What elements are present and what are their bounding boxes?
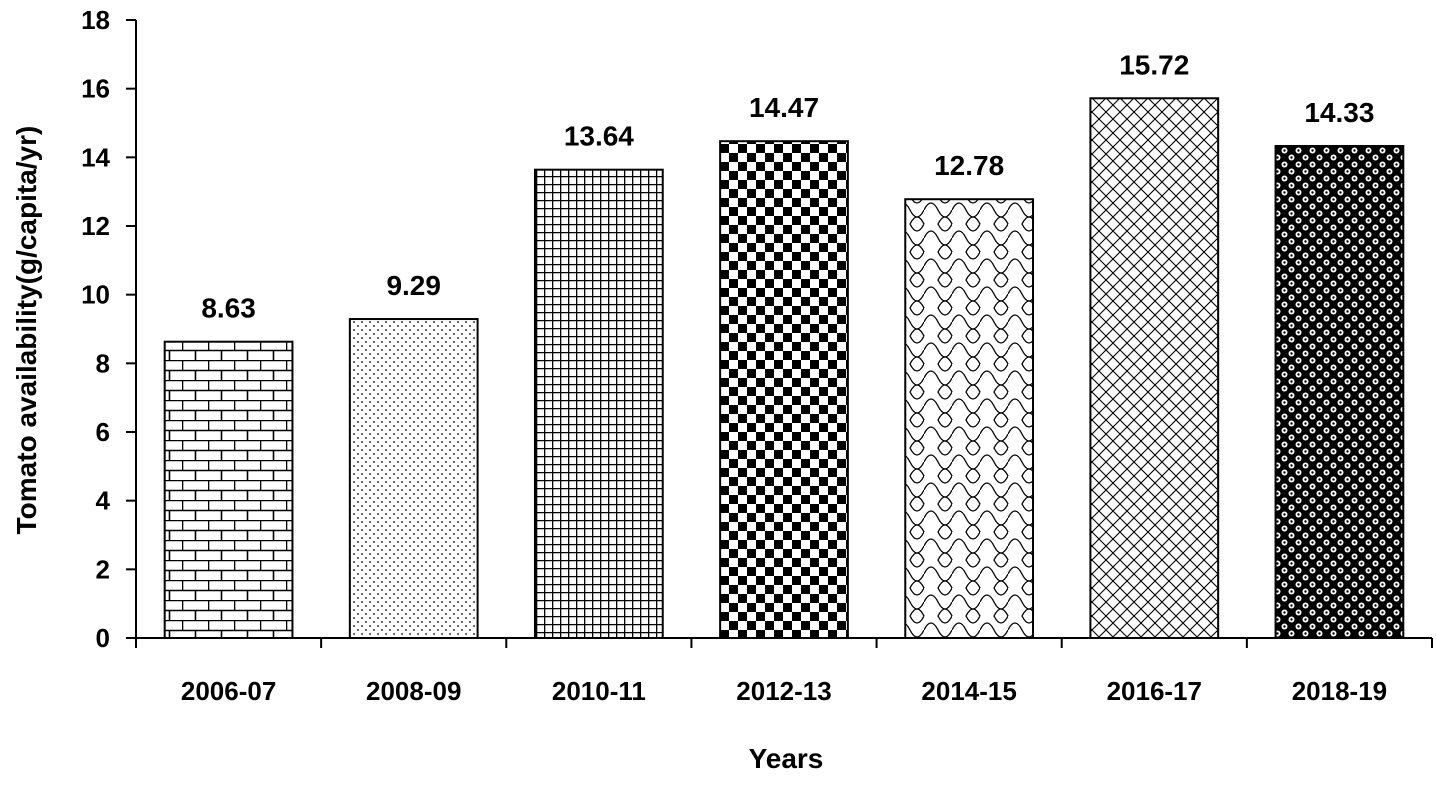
x-tick-label-2006-07: 2006-07: [181, 676, 276, 706]
bar-2018-19: [1274, 145, 1405, 639]
x-tick-label-2008-09: 2008-09: [366, 676, 461, 706]
y-axis-title: Tomato availability(g/capita/yr): [11, 126, 42, 535]
data-label-2016-17: 15.72: [1119, 49, 1189, 80]
y-axis-ticks: 0 2 4 6 8 10 12 14 16 18: [81, 5, 136, 653]
bar-2008-09: [348, 318, 479, 639]
x-tick-label-2014-15: 2014-15: [921, 676, 1016, 706]
bar-2016-17: [1089, 97, 1220, 639]
y-tick-label: 4: [96, 486, 111, 516]
data-label-2010-11: 13.64: [564, 121, 634, 152]
y-tick-label: 10: [81, 280, 110, 310]
y-tick-label: 16: [81, 74, 110, 104]
data-label-2008-09: 9.29: [386, 270, 441, 301]
data-label-2018-19: 14.33: [1304, 97, 1374, 128]
y-tick-label: 0: [96, 623, 110, 653]
data-label-2006-07: 8.63: [201, 293, 256, 324]
x-tick-label-2018-19: 2018-19: [1292, 676, 1387, 706]
x-tick-label-2016-17: 2016-17: [1107, 676, 1202, 706]
y-tick-label: 12: [81, 211, 110, 241]
x-tick-label-2012-13: 2012-13: [736, 676, 831, 706]
y-tick-label: 18: [81, 5, 110, 35]
x-tick-label-2010-11: 2010-11: [552, 676, 646, 706]
bar-2006-07: [163, 340, 294, 639]
bars: [163, 97, 1405, 640]
y-tick-label: 2: [96, 554, 110, 584]
data-labels: 8.63 9.29 13.64 14.47 12.78 15.72 14.33: [201, 49, 1374, 323]
y-tick-label: 6: [96, 417, 110, 447]
bar-2012-13: [719, 140, 849, 640]
data-label-2012-13: 14.47: [749, 92, 819, 123]
bar-2014-15: [904, 198, 1035, 639]
y-tick-label: 8: [96, 348, 110, 378]
y-tick-label: 14: [81, 142, 110, 172]
bar-2010-11: [533, 168, 664, 639]
x-axis-title: Years: [749, 743, 824, 774]
data-label-2014-15: 12.78: [934, 150, 1004, 181]
x-axis-ticks: 2006-07 2008-09 2010-11 2012-13 2014-15 2016-…: [135, 638, 1433, 706]
